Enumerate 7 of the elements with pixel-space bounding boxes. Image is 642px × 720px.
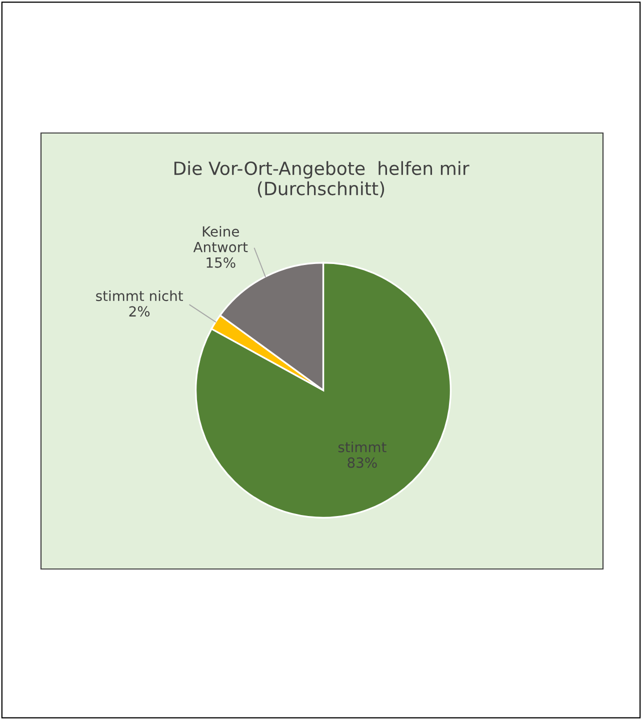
chart-title: Die Vor-Ort-Angebote helfen mir (Durchschnitt) <box>174 161 470 198</box>
data-label: 2% <box>129 306 150 317</box>
data-label: 83% <box>348 457 377 468</box>
slice-label: stimmt <box>338 442 386 452</box>
slice-label: stimmt nicht <box>96 290 183 302</box>
data-label: 15% <box>206 257 236 268</box>
slice-label: Keine Antwort <box>193 226 248 252</box>
